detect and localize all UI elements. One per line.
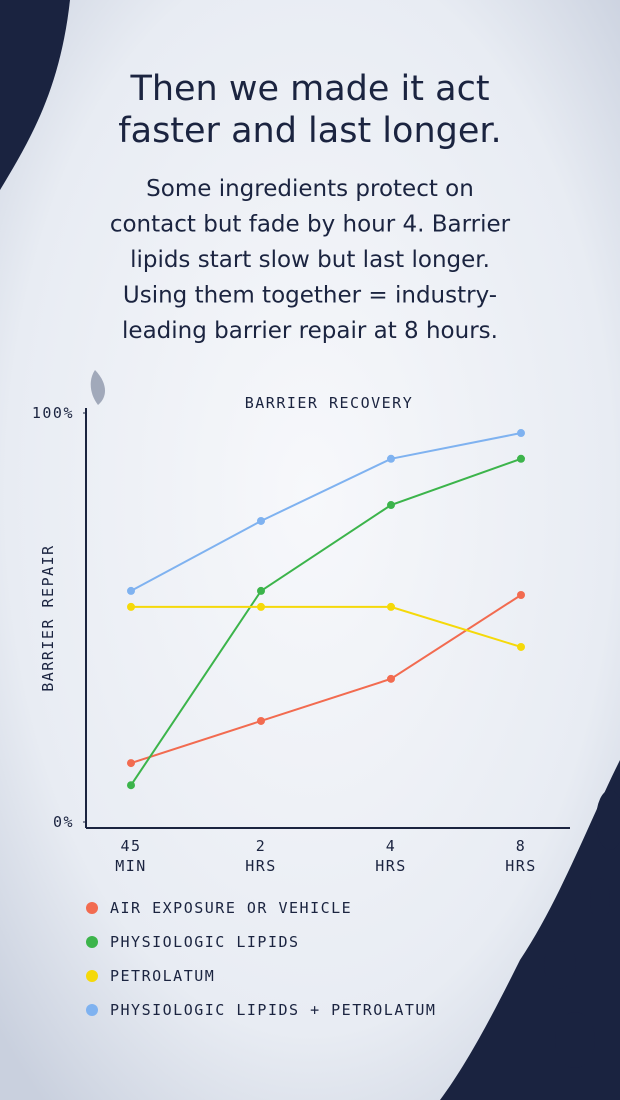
legend-swatch (86, 936, 98, 948)
x-tick-label: 4 (386, 837, 397, 855)
data-point (387, 674, 395, 683)
data-point (127, 602, 135, 611)
y-axis-label: BARRIER REPAIR (39, 544, 57, 691)
chart-title: BARRIER RECOVERY (245, 394, 414, 412)
y-tick-label: 100% (32, 404, 74, 422)
x-tick-label: 8 (516, 837, 527, 855)
legend-swatch (86, 970, 98, 982)
subtitle-line: Using them together = industry- (123, 283, 497, 309)
data-point (387, 454, 395, 463)
data-point (517, 454, 525, 463)
legend-swatch (86, 1004, 98, 1016)
data-point (517, 591, 525, 600)
x-tick-label: HRS (245, 857, 277, 875)
data-point (257, 586, 265, 595)
series-line (130, 432, 522, 592)
series-line (130, 457, 522, 786)
series-line (130, 594, 522, 765)
x-tick-label: HRS (505, 857, 537, 875)
legend-label: PHYSIOLOGIC LIPIDS (110, 933, 300, 951)
title-line: faster and last longer. (118, 111, 501, 151)
data-point (387, 602, 395, 611)
data-point (127, 781, 135, 790)
x-tick-label: 2 (256, 837, 267, 855)
data-point (387, 501, 395, 510)
data-point (517, 429, 525, 438)
x-tick-label: MIN (115, 857, 147, 875)
legend-swatch (86, 902, 98, 914)
legend-label: PETROLATUM (110, 967, 215, 985)
subtitle-line: lipids start slow but last longer. (130, 247, 490, 273)
x-tick-label: 45 (120, 837, 141, 855)
subtitle-line: leading barrier repair at 8 hours. (122, 318, 498, 344)
data-point (127, 759, 135, 768)
data-point (257, 602, 265, 611)
data-point (127, 586, 135, 595)
title-line: Then we made it act (129, 69, 489, 109)
data-point (517, 642, 525, 651)
x-tick-label: HRS (375, 857, 407, 875)
legend-label: AIR EXPOSURE OR VEHICLE (110, 899, 352, 917)
subtitle-line: Some ingredients protect on (146, 176, 474, 202)
data-point (257, 716, 265, 725)
legend-label: PHYSIOLOGIC LIPIDS + PETROLATUM (110, 1001, 436, 1019)
subtitle-line: contact but fade by hour 4. Barrier (110, 212, 511, 238)
data-point (257, 516, 265, 525)
y-tick-label: 0% (53, 813, 74, 831)
series-line (131, 605, 522, 648)
